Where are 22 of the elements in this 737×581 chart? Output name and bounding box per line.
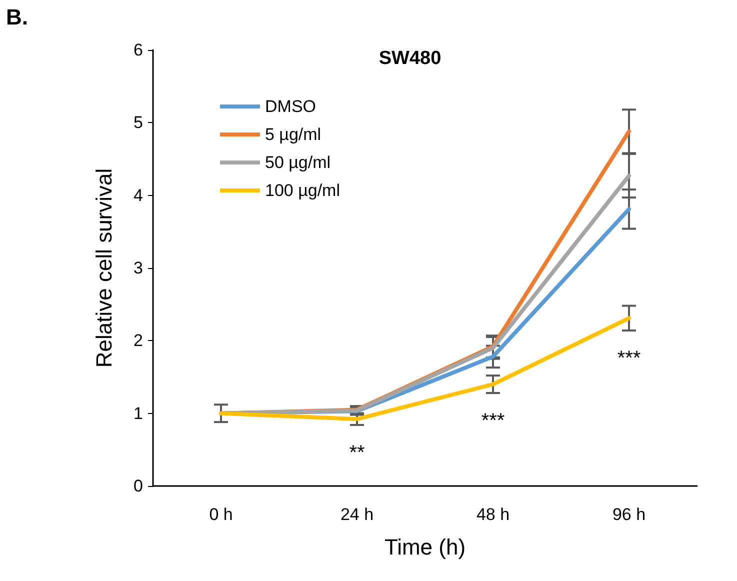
x-axis-title: Time (h) xyxy=(384,534,466,560)
x-tick-label: 48 h xyxy=(476,505,510,524)
legend-label: 100 µg/ml xyxy=(265,181,340,200)
y-tick-label: 3 xyxy=(134,258,143,278)
y-tick-label: 1 xyxy=(134,404,143,423)
x-tick-label: 24 h xyxy=(340,505,374,524)
x-tick-label: 96 h xyxy=(612,505,646,524)
y-tick-label: 6 xyxy=(134,40,143,60)
y-tick-label: 0 xyxy=(134,476,143,496)
legend-label: 5 µg/ml xyxy=(265,125,322,144)
annotation: *** xyxy=(481,410,505,432)
annotation: ** xyxy=(349,442,365,464)
y-tick-label: 5 xyxy=(134,113,143,132)
chart-title: SW480 xyxy=(378,48,442,69)
y-axis-title: Relative cell survival xyxy=(92,168,116,368)
x-tick-label: 0 h xyxy=(209,505,233,524)
legend-label: 50 µg/ml xyxy=(265,153,331,172)
y-tick-label: 2 xyxy=(134,331,143,350)
text: B. xyxy=(6,4,28,30)
legend-label: DMSO xyxy=(265,97,316,116)
y-tick-label: 4 xyxy=(134,186,143,205)
annotation: *** xyxy=(617,347,641,370)
